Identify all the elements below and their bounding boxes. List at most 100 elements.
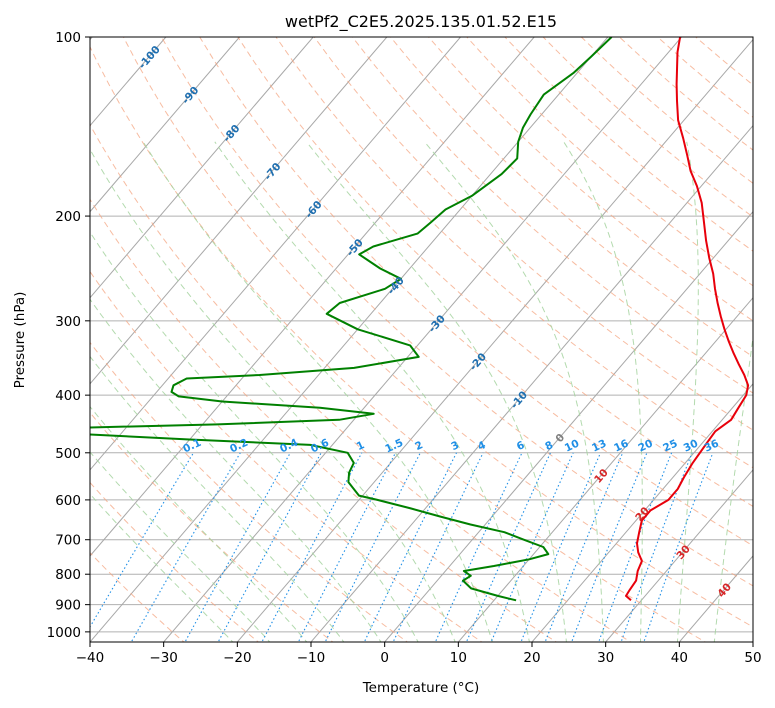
moist-adiabat-line [90,148,456,642]
isotherm-line [605,469,753,642]
moist-adiabat-line [713,334,753,642]
dry-adiabat-line [542,37,753,218]
axes: −40 −30 −20 −10 0 10 20 30 40 50 1000 900 800 700 600 5… [47,30,762,666]
mixing-ratio-label: 25 [661,438,679,455]
x-tick-label: −30 [149,650,178,666]
moist-adiabat-line [142,141,493,642]
mixing-ratio-label: 30 [682,438,700,455]
dry-adiabat-line [351,37,753,394]
dry-adiabat-line [90,481,260,642]
mixing-ratio-label: 8 [543,439,555,453]
y-axis-label: Pressure (hPa) [12,292,28,389]
mixing-ratio-line [620,452,693,642]
mixing-ratio-line [392,452,484,642]
mixing-ratio-label: 2 [413,439,425,453]
dry-adiabat-line [313,37,753,431]
y-tick-label: 600 [55,493,81,509]
moist-adiabat-line [90,493,234,642]
y-tick-label: 100 [55,30,81,46]
y-tick-label: 500 [55,446,81,462]
y-tick-label: 900 [55,598,81,614]
mixing-ratio-label: 1 [355,439,367,453]
isotherm-line [90,37,461,471]
moist-adiabat-line [306,141,567,642]
isotherm-line [163,37,682,642]
dry-adiabat-line [90,341,409,642]
mixing-ratio-line [490,452,574,642]
x-tick-label: −40 [76,650,105,666]
mixing-ratio-label: 20 [636,438,654,455]
moist-adiabat-line [214,141,530,642]
mixing-ratio-line [130,452,241,642]
isotherm-line [90,37,535,557]
isotherm-line [384,210,753,642]
moist-adiabat-line [90,355,345,642]
background-lines [90,37,753,642]
dry-adiabat-line [90,123,632,642]
x-tick-label: 50 [744,650,761,666]
dry-adiabat-line [90,552,185,642]
isotherm-line [531,383,753,642]
mixing-ratio-line [571,452,648,642]
mixing-ratio-line [598,452,673,642]
x-axis-label: Temperature (°C) [362,680,480,696]
mixing-ratio-line [217,452,322,642]
dry-adiabat-line [390,37,753,358]
line-labels: 0.1 0.2 0.4 0.6 1 1.5 2 3 4 6 8 10 13 16 20 25 30 36-100-… [136,44,734,600]
isotherm-label: -100 [136,44,162,72]
mixing-ratio-label: 4 [476,439,488,453]
y-tick-label: 400 [55,388,81,404]
dry-adiabat-line [90,45,707,642]
moist-adiabat-line [676,141,699,642]
mixing-ratio-line [261,452,363,642]
y-tick-label: 200 [55,209,81,225]
dry-adiabat-line [90,270,483,642]
mixing-ratio-line [90,452,194,628]
mixing-ratio-label: 3 [449,439,461,453]
temperature-profile [625,37,750,602]
isotherm-line [90,37,240,213]
x-tick-label: −20 [223,650,252,666]
mixing-ratio-line [184,452,291,642]
dry-adiabat-line [275,37,753,469]
dry-adiabat-line [161,37,753,587]
mixing-ratio-label: 6 [515,439,527,453]
isotherm-line [310,124,753,642]
isotherm-line [752,641,753,642]
chart-title: wetPf2_C2E5.2025.135.01.52.E15 [285,12,557,32]
plot-frame [89,36,754,643]
dry-adiabat-line [199,37,753,547]
dry-adiabat-line [90,411,334,642]
mixing-ratio-line [520,452,602,642]
moist-adiabat-line [424,141,604,642]
dry-adiabat-line [90,198,558,642]
dry-adiabat-line [237,37,753,507]
x-tick-label: 10 [450,650,467,666]
mixing-ratio-line [643,452,714,642]
y-tick-label: 1000 [47,625,81,641]
y-tick-label: 800 [55,567,81,583]
moist-adiabat-line [90,451,271,642]
isotherm-line [90,37,609,642]
y-tick-label: 700 [55,533,81,549]
mixing-ratio-label: 36 [702,438,720,455]
moist-adiabat-line [90,405,308,642]
x-tick-label: 40 [671,650,688,666]
mixing-ratio-label: 16 [612,438,630,455]
y-tick-label: 300 [55,314,81,330]
x-tick-label: −10 [297,650,326,666]
plot-area [90,37,750,602]
isotherm-line [90,37,314,299]
x-tick-label: 0 [380,650,389,666]
dry-adiabat-line [122,37,753,628]
mixing-ratio-label: 10 [563,438,581,455]
dry-adiabat-line [428,37,753,322]
mixing-ratio-label: 13 [590,438,608,455]
x-tick-label: 30 [597,650,614,666]
dry-adiabat-line [695,37,753,86]
mixing-ratio-line [544,452,624,642]
x-tick-label: 20 [523,650,540,666]
mixing-ratio-line [363,452,457,642]
dewpoint-profile [90,37,613,602]
